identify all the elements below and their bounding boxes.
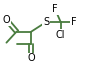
Text: O: O [28, 53, 35, 63]
Text: Cl: Cl [56, 30, 66, 40]
Text: O: O [3, 15, 10, 25]
Text: S: S [43, 17, 49, 27]
Text: F: F [71, 17, 76, 27]
Text: F: F [52, 5, 58, 14]
